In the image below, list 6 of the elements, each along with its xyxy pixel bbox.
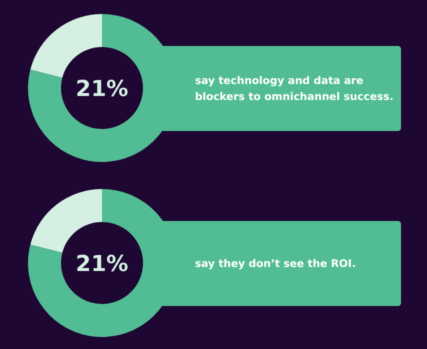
text: 21% — [76, 252, 128, 277]
text: say they don’t see the ROI. — [195, 258, 356, 270]
text: say technology and data are blockers to omnichannel success. — [195, 75, 394, 103]
text: 21% — [76, 77, 128, 102]
donut-slice — [30, 189, 102, 253]
donut-slice — [30, 14, 102, 78]
